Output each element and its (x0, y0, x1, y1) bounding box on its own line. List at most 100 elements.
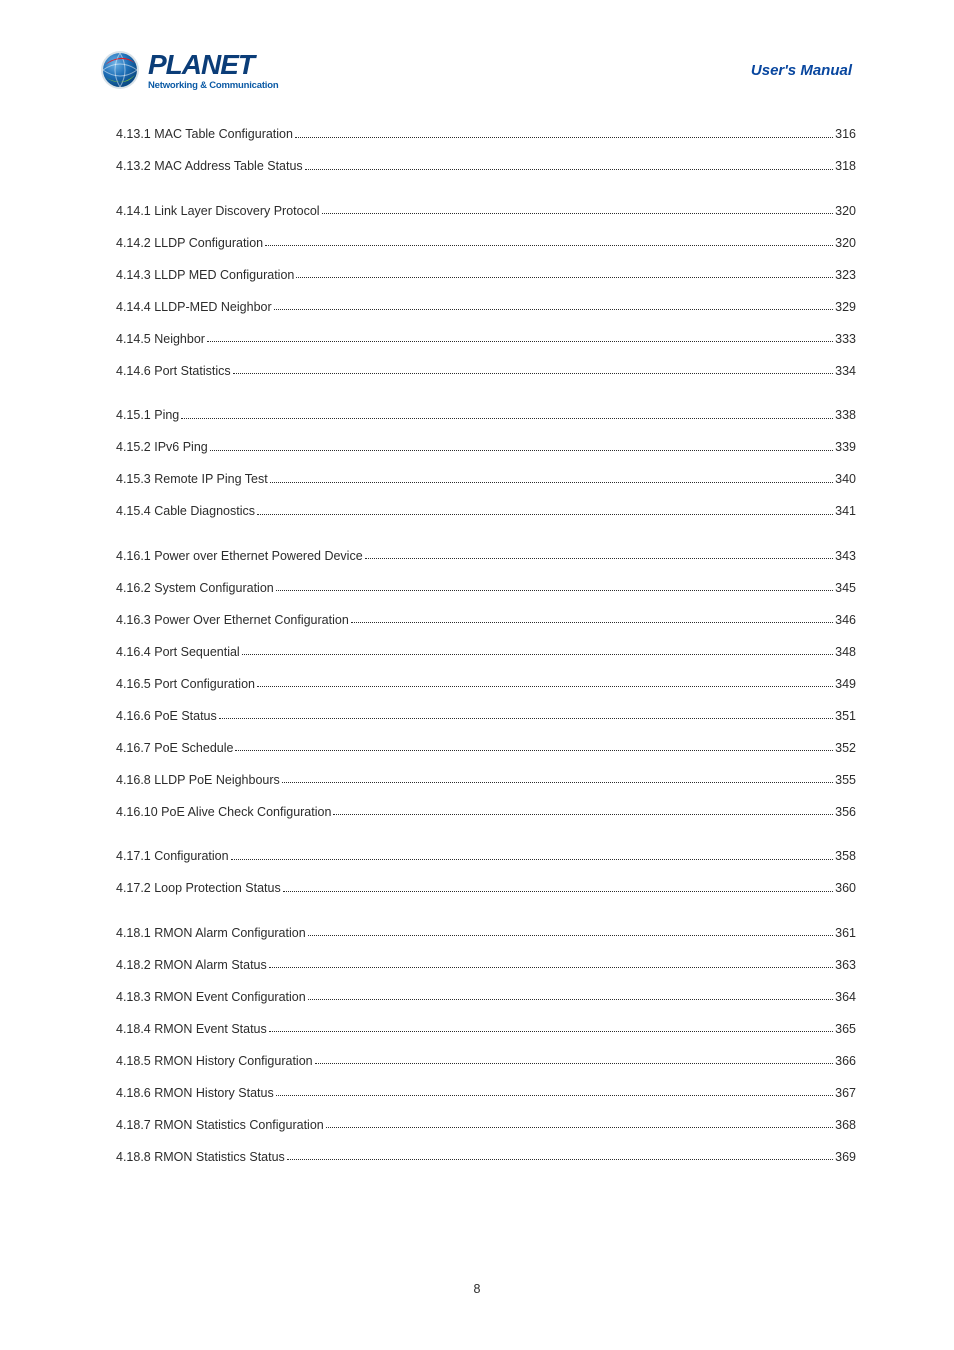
toc-entry-page: 358 (835, 850, 856, 863)
toc-entry-label: 4.18.7 RMON Statistics Configuration (116, 1119, 324, 1132)
toc-entry-label: 4.16.2 System Configuration (116, 582, 274, 595)
toc-entry[interactable]: 4.16.2 System Configuration 345 (98, 582, 856, 595)
toc-entry[interactable]: 4.16.8 LLDP PoE Neighbours 355 (98, 774, 856, 787)
toc-entry[interactable]: 4.18.7 RMON Statistics Configuration368 (98, 1119, 856, 1132)
toc-entry-page: 349 (835, 678, 856, 691)
toc-entry[interactable]: 4.14.5 Neighbor333 (98, 333, 856, 346)
toc-entry-page: 361 (835, 927, 856, 940)
toc-leader-dots (326, 1127, 833, 1128)
toc-entry-page: 334 (835, 365, 856, 378)
toc-entry[interactable]: 4.17.2 Loop Protection Status360 (98, 882, 856, 895)
toc-entry-label: 4.18.1 RMON Alarm Configuration (116, 927, 306, 940)
toc-leader-dots (282, 782, 833, 783)
toc-leader-dots (276, 590, 833, 591)
toc-leader-dots (308, 935, 833, 936)
toc-entry-label: 4.16.3 Power Over Ethernet Configuration (116, 614, 349, 627)
toc-entry[interactable]: 4.15.1 Ping 338 (98, 409, 856, 422)
planet-wordmark-icon: PLANET (148, 50, 286, 82)
toc-entry[interactable]: 4.14.3 LLDP MED Configuration323 (98, 269, 856, 282)
toc-entry-page: 316 (835, 128, 856, 141)
toc-entry-label: 4.14.2 LLDP Configuration (116, 237, 263, 250)
toc-entry[interactable]: 4.16.4 Port Sequential348 (98, 646, 856, 659)
toc-entry-page: 356 (835, 806, 856, 819)
toc-leader-dots (181, 418, 833, 419)
toc-entry-label: 4.15.3 Remote IP Ping Test (116, 473, 268, 486)
toc-entry-page: 329 (835, 301, 856, 314)
toc-entry-page: 366 (835, 1055, 856, 1068)
toc-entry[interactable]: 4.13.2 MAC Address Table Status 318 (98, 160, 856, 173)
toc-entry[interactable]: 4.14.1 Link Layer Discovery Protocol 320 (98, 205, 856, 218)
toc-leader-dots (322, 213, 834, 214)
toc-entry-label: 4.15.2 IPv6 Ping (116, 441, 208, 454)
toc-entry[interactable]: 4.15.3 Remote IP Ping Test340 (98, 473, 856, 486)
toc-entry-label: 4.16.8 LLDP PoE Neighbours (116, 774, 280, 787)
toc-entry[interactable]: 4.13.1 MAC Table Configuration316 (98, 128, 856, 141)
toc-section: 4.17.1 Configuration 358 4.17.2 Loop Prote… (98, 850, 856, 895)
toc-entry[interactable]: 4.18.1 RMON Alarm Configuration 361 (98, 927, 856, 940)
toc-leader-dots (274, 309, 834, 310)
toc-entry[interactable]: 4.15.2 IPv6 Ping339 (98, 441, 856, 454)
toc-leader-dots (233, 373, 834, 374)
toc-entry[interactable]: 4.18.8 RMON Statistics Status369 (98, 1151, 856, 1164)
toc-entry[interactable]: 4.16.3 Power Over Ethernet Configuration… (98, 614, 856, 627)
toc-entry[interactable]: 4.14.4 LLDP-MED Neighbor 329 (98, 301, 856, 314)
toc-entry-page: 369 (835, 1151, 856, 1164)
table-of-contents: 4.13.1 MAC Table Configuration316 4.13.2 … (98, 128, 856, 1163)
toc-entry[interactable]: 4.18.5 RMON History Configuration 366 (98, 1055, 856, 1068)
toc-leader-dots (296, 277, 833, 278)
toc-leader-dots (231, 859, 834, 860)
toc-entry[interactable]: 4.16.1 Power over Ethernet Powered Devic… (98, 550, 856, 563)
toc-entry-label: 4.18.4 RMON Event Status (116, 1023, 267, 1036)
toc-entry[interactable]: 4.18.4 RMON Event Status365 (98, 1023, 856, 1036)
toc-entry[interactable]: 4.14.2 LLDP Configuration 320 (98, 237, 856, 250)
toc-entry-label: 4.14.1 Link Layer Discovery Protocol (116, 205, 320, 218)
toc-entry[interactable]: 4.17.1 Configuration 358 (98, 850, 856, 863)
toc-entry-page: 320 (835, 237, 856, 250)
toc-entry[interactable]: 4.18.2 RMON Alarm Status363 (98, 959, 856, 972)
toc-entry-page: 333 (835, 333, 856, 346)
brand-logo: PLANET Networking & Communication (98, 48, 286, 92)
toc-leader-dots (365, 558, 833, 559)
toc-entry[interactable]: 4.16.7 PoE Schedule 352 (98, 742, 856, 755)
toc-entry-label: 4.16.7 PoE Schedule (116, 742, 233, 755)
toc-entry[interactable]: 4.15.4 Cable Diagnostics341 (98, 505, 856, 518)
toc-entry[interactable]: 4.16.5 Port Configuration349 (98, 678, 856, 691)
page-header: PLANET Networking & Communication User's… (98, 40, 856, 100)
toc-entry-page: 338 (835, 409, 856, 422)
toc-entry-label: 4.15.1 Ping (116, 409, 179, 422)
toc-entry[interactable]: 4.18.3 RMON Event Configuration364 (98, 991, 856, 1004)
toc-entry-page: 348 (835, 646, 856, 659)
brand-tagline: Networking & Communication (148, 80, 286, 91)
svg-text:PLANET: PLANET (148, 50, 258, 80)
toc-leader-dots (257, 686, 833, 687)
page-number: 8 (0, 1282, 954, 1296)
toc-section: 4.14.1 Link Layer Discovery Protocol3204… (98, 205, 856, 378)
toc-leader-dots (270, 482, 833, 483)
toc-entry-label: 4.17.2 Loop Protection Status (116, 882, 281, 895)
toc-entry-page: 345 (835, 582, 856, 595)
toc-section: 4.15.1 Ping 338 4.15.2 IPv6 Ping339 4.15.3 … (98, 409, 856, 518)
toc-entry[interactable]: 4.18.6 RMON History Status367 (98, 1087, 856, 1100)
toc-entry[interactable]: 4.16.10 PoE Alive Check Configuration 356 (98, 806, 856, 819)
toc-entry-label: 4.13.2 MAC Address Table Status (116, 160, 303, 173)
toc-entry-label: 4.16.10 PoE Alive Check Configuration (116, 806, 331, 819)
toc-section: 4.13.1 MAC Table Configuration316 4.13.2 … (98, 128, 856, 173)
toc-entry-page: 351 (835, 710, 856, 723)
toc-section: 4.18.1 RMON Alarm Configuration 361 4.18.2… (98, 927, 856, 1164)
toc-leader-dots (210, 450, 833, 451)
planet-globe-icon (98, 48, 142, 92)
toc-entry-label: 4.18.5 RMON History Configuration (116, 1055, 313, 1068)
toc-entry-page: 341 (835, 505, 856, 518)
toc-entry-page: 352 (835, 742, 856, 755)
toc-entry-page: 355 (835, 774, 856, 787)
toc-entry-label: 4.18.6 RMON History Status (116, 1087, 274, 1100)
toc-entry-label: 4.17.1 Configuration (116, 850, 229, 863)
toc-leader-dots (207, 341, 833, 342)
toc-entry-label: 4.14.4 LLDP-MED Neighbor (116, 301, 272, 314)
toc-entry[interactable]: 4.14.6 Port Statistics334 (98, 365, 856, 378)
toc-leader-dots (265, 245, 833, 246)
toc-entry[interactable]: 4.16.6 PoE Status351 (98, 710, 856, 723)
toc-entry-page: 318 (835, 160, 856, 173)
toc-entry-page: 320 (835, 205, 856, 218)
toc-leader-dots (315, 1063, 834, 1064)
